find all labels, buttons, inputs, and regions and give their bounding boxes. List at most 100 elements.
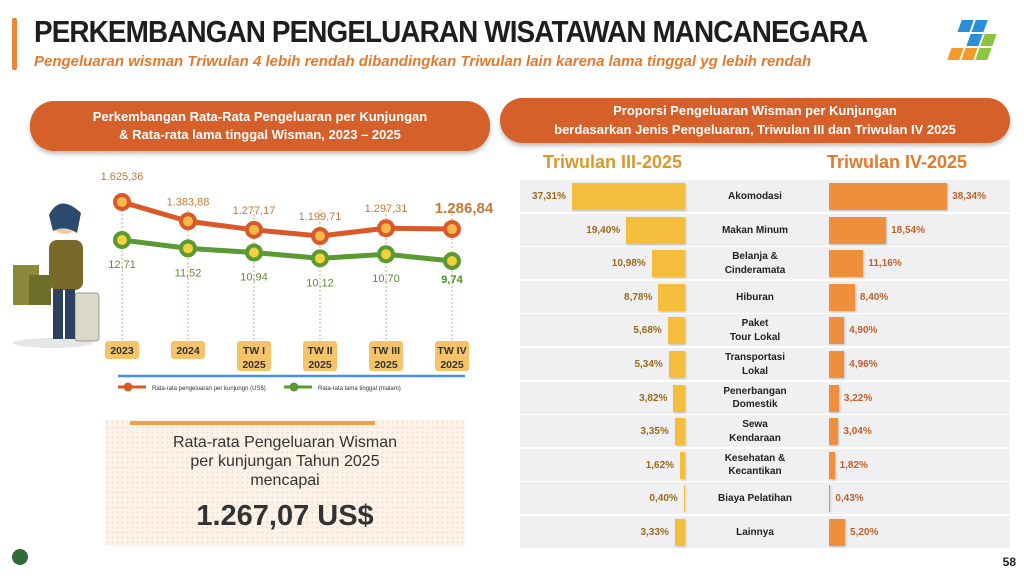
x-tick-label: TW IV: [437, 345, 466, 357]
data-label: 1.277,17: [233, 205, 276, 217]
x-tick-label: 2023: [110, 345, 134, 357]
category-label-line: Biaya Pelatihan: [718, 493, 792, 505]
bar-triwulan-iv: [829, 283, 855, 311]
value-label-triwulan-iv: 38,34%: [952, 191, 986, 202]
moon-icon: [117, 235, 127, 245]
category-label-line: Lokal: [741, 365, 769, 377]
data-label: 10,12: [306, 277, 334, 289]
legend-coin-icon: [123, 382, 133, 392]
category-label: Paket Tour Lokal: [700, 317, 810, 344]
legend-label: Rata-rata pengeluaran per kunjungn (US$): [152, 386, 266, 392]
table-row: [520, 516, 1010, 548]
x-tick-box: [435, 341, 469, 371]
x-tick-box: [171, 341, 205, 359]
category-label-line: Belanja &: [732, 251, 778, 263]
bar-triwulan-iii: [683, 485, 685, 513]
data-label: 10,94: [240, 272, 268, 284]
summary-line1: Rata-rata Pengeluaran Wisman: [172, 434, 398, 451]
category-label: Belanja & Cinderamata: [700, 250, 810, 277]
legend-moon-icon: [289, 382, 299, 392]
moon-icon: [447, 256, 457, 266]
value-label-triwulan-iii: 37,31%: [532, 191, 566, 202]
bar-triwulan-iv: [829, 351, 845, 378]
value-label-triwulan-iii: 3,35%: [640, 426, 669, 438]
category-label-line: Paket: [741, 318, 769, 330]
bar-triwulan-iii: [673, 384, 685, 412]
page-subtitle: Pengeluaran wisman Triwulan 4 lebih rend…: [34, 53, 812, 70]
coin-icon: [381, 223, 391, 234]
table-row: [520, 381, 1010, 414]
table-row: [520, 448, 1010, 481]
traveler-illustration-icon: [13, 203, 100, 348]
category-label-line: Cinderamata: [724, 264, 786, 276]
moon-icon: [381, 249, 391, 260]
line-chart: 1.625,36 1.383,88 1.277,17 1.199,71 1.297,31…: [101, 171, 494, 392]
value-label-triwulan-iv: 3,22%: [843, 392, 873, 404]
table-row: [520, 213, 1010, 246]
header-triwulan-iii: Triwulan III-2025: [543, 152, 683, 172]
right-panel-title-line2: berdasarkan Jenis Pengeluaran, Triwulan …: [554, 121, 956, 137]
bar-triwulan-iv: [829, 384, 839, 412]
summary-value: 1.267,07 US$: [196, 500, 374, 532]
left-panel-title: Perkembangan Rata-Rata Pengeluaran per K…: [30, 101, 490, 151]
category-label: Makan Minum: [700, 224, 810, 238]
moon-icon: [315, 253, 325, 264]
category-label: Hiburan: [700, 291, 810, 305]
bar-triwulan-iii: [651, 250, 685, 278]
coin-icon: [315, 231, 325, 241]
bar-triwulan-iv: [829, 519, 846, 546]
summary-line2: per kunjungan Tahun 2025: [190, 453, 380, 471]
bar-triwulan-iii: [674, 418, 685, 446]
summary-line3: mencapai: [250, 472, 320, 490]
category-label-line: Sewa: [742, 419, 768, 431]
series-line-0: [121, 199, 453, 239]
category-label-line: Akomodasi: [728, 191, 782, 202]
data-label: 12,71: [108, 259, 136, 271]
category-label-line: Kendaraan: [729, 432, 781, 444]
x-tick-label: TW III: [372, 345, 400, 357]
bar-triwulan-iv: [829, 183, 948, 210]
bar-triwulan-iv: [829, 418, 839, 446]
x-tick-box: [237, 341, 271, 371]
summary-text: Rata-rata Pengeluaran Wisman per kunjung…: [105, 433, 465, 491]
coin-icon: [117, 197, 127, 207]
x-tick-box: [303, 341, 337, 371]
data-label: 1.297,31: [365, 203, 408, 215]
summary-box: [105, 420, 465, 546]
bar-triwulan-iii: [668, 351, 685, 378]
x-tick-label: TW II: [307, 345, 332, 357]
right-panel-title: Proporsi Pengeluaran Wisman per Kunjunga…: [500, 98, 1010, 143]
x-tick-label: 2024: [176, 345, 200, 357]
bar-triwulan-iii: [571, 183, 685, 210]
value-label-triwulan-iv: 0,43%: [835, 493, 864, 505]
x-tick-box: [105, 341, 139, 359]
moon-icon: [249, 247, 259, 258]
category-label-line: Domestik: [732, 399, 778, 411]
data-label: 1.199,71: [299, 211, 342, 223]
data-label: 1.383,88: [167, 196, 210, 208]
category-label-line: Lainnya: [736, 527, 774, 538]
x-tick-box: [369, 341, 403, 371]
bar-triwulan-iii: [626, 216, 685, 244]
bar-triwulan-iii: [667, 317, 685, 345]
category-label: Biaya Pelatihan: [700, 492, 810, 506]
bar-triwulan-iv: [829, 216, 887, 244]
title-accent-bar: [12, 18, 17, 70]
data-label: 1.286,84: [435, 200, 494, 217]
x-tick-label: 2025: [374, 359, 398, 371]
bar-triwulan-iii: [674, 519, 685, 546]
data-label: 1.625,36: [101, 171, 144, 183]
value-label-triwulan-iii: 5,68%: [633, 325, 662, 337]
value-label-triwulan-iv: 11,16%: [868, 258, 902, 270]
value-label-triwulan-iv: 4,90%: [849, 325, 878, 337]
left-panel-title-line2: & Rata-rata lama tinggal Wisman, 2023 – …: [119, 127, 401, 142]
x-tick-label: 2025: [242, 359, 266, 371]
page-number: 58: [1002, 555, 1016, 569]
legend-label: Rata-rata lama tinggal (malam): [318, 386, 401, 392]
edit-icon[interactable]: [12, 549, 28, 565]
category-label: Akomodasi: [700, 190, 810, 204]
category-label-line: Kesehatan &: [724, 452, 786, 464]
x-tick-label: TW I: [243, 345, 265, 357]
value-label-triwulan-iii: 0,40%: [649, 493, 678, 505]
x-tick-label: 2025: [440, 359, 464, 371]
